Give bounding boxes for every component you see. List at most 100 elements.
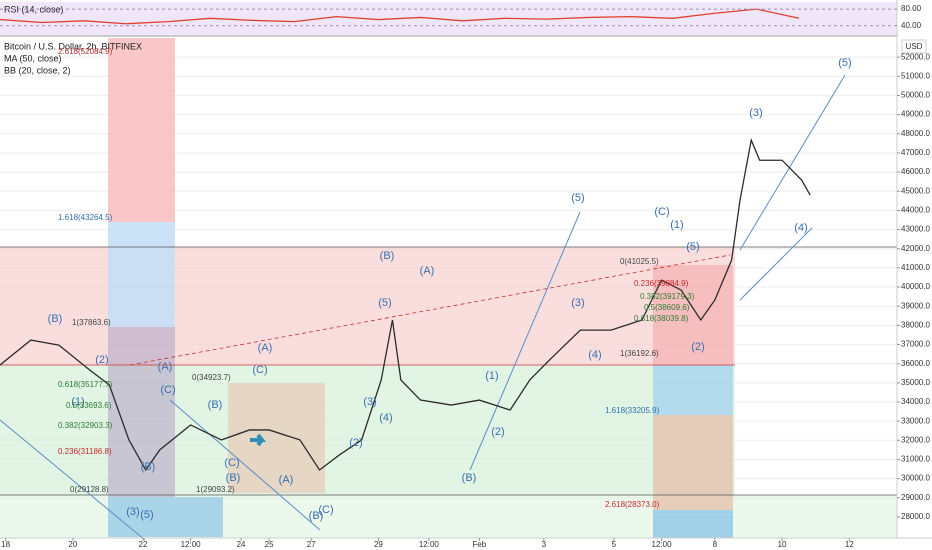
x-tick-label: 12:00 xyxy=(652,540,673,549)
wave-label: (B) xyxy=(309,510,324,522)
wave-label: (A) xyxy=(258,342,273,354)
wave-label: (2) xyxy=(95,354,108,366)
fib-label: 1(29093.2) xyxy=(196,485,235,494)
trend-line xyxy=(129,254,731,366)
fib-label: 2.618(52084.9) xyxy=(58,47,113,56)
fib-label: 1(36192.6) xyxy=(620,349,659,358)
wave-label: (5) xyxy=(838,57,851,69)
fib-label: 2.618(28373.0) xyxy=(605,500,660,509)
y-tick-label: 41000.0 xyxy=(901,263,930,272)
wave-label: (A) xyxy=(158,361,173,373)
x-tick-label: Feb xyxy=(472,540,486,549)
wave-label: (3) xyxy=(363,396,376,408)
wave-label: (5) xyxy=(378,297,391,309)
fib-label: 0(29128.8) xyxy=(70,485,109,494)
y-tick-label: 35000.0 xyxy=(901,378,930,387)
y-tick-label: 32000.0 xyxy=(901,435,930,444)
wave-label: (3) xyxy=(126,506,139,518)
y-tick-label: 30000.0 xyxy=(901,474,930,483)
wave-label: (C) xyxy=(252,364,267,376)
y-tick-label: 42000.0 xyxy=(901,244,930,253)
wave-label: (B) xyxy=(48,313,63,325)
currency: USD xyxy=(906,42,923,51)
fib-label: 0(41025.5) xyxy=(620,257,659,266)
rsi-band xyxy=(0,2,897,35)
fib-zone xyxy=(653,415,733,510)
x-tick-label: 20 xyxy=(68,540,77,549)
rsi-legend: RSI (14, close) xyxy=(4,4,64,14)
fib-zone xyxy=(653,365,733,415)
wave-label: (4) xyxy=(794,222,807,234)
wave-label: (4) xyxy=(588,349,601,361)
x-tick-label: 12 xyxy=(845,540,854,549)
x-tick-label: 25 xyxy=(265,540,274,549)
y-tick-label: 38000.0 xyxy=(901,320,930,329)
fib-label: 1.618(33205.9) xyxy=(605,406,660,415)
y-tick-label: 49000.0 xyxy=(901,110,930,119)
wave-label: (1) xyxy=(670,219,683,231)
y-tick-label: 31000.0 xyxy=(901,455,930,464)
wave-label: (B) xyxy=(208,399,223,411)
x-tick-label: 22 xyxy=(139,540,148,549)
x-tick-label: 12:00 xyxy=(181,540,202,549)
x-tick-label: 27 xyxy=(307,540,316,549)
fib-label: 0(34923.7) xyxy=(192,373,231,382)
wave-label: (B) xyxy=(380,250,395,262)
fib-zone xyxy=(653,265,733,365)
y-tick-label: 47000.0 xyxy=(901,148,930,157)
wave-label: (5) xyxy=(686,241,699,253)
y-tick-label: 52000.0 xyxy=(901,52,930,61)
arrow-icon xyxy=(250,433,267,447)
fib-label: 0.618(38039.8) xyxy=(634,314,689,323)
wave-label: (A) xyxy=(420,265,435,277)
y-tick-label: 44000.0 xyxy=(901,206,930,215)
price-axis xyxy=(897,0,932,550)
y-tick-label: 36000.0 xyxy=(901,359,930,368)
fib-zone xyxy=(108,497,223,537)
rsi-tick-label: 40.00 xyxy=(901,21,922,30)
y-tick-label: 43000.0 xyxy=(901,225,930,234)
fib-label: 0.382(39179.3) xyxy=(640,292,695,301)
wave-label: (A) xyxy=(279,474,294,486)
wave-label: (2) xyxy=(349,437,362,449)
fib-zone xyxy=(653,510,733,538)
fib-zone xyxy=(108,222,175,327)
wave-label: (4) xyxy=(379,412,392,424)
wave-label: (C) xyxy=(224,457,239,469)
y-tick-label: 50000.0 xyxy=(901,91,930,100)
wave-line xyxy=(739,227,813,301)
fib-zone xyxy=(108,38,175,222)
y-tick-label: 48000.0 xyxy=(901,129,930,138)
wave-line xyxy=(739,74,846,251)
y-tick-label: 37000.0 xyxy=(901,340,930,349)
currency-box xyxy=(901,39,927,54)
fib-zone xyxy=(228,383,325,493)
wave-label: (3) xyxy=(749,107,762,119)
x-tick-label: 18 xyxy=(1,540,10,549)
wave-label: (2) xyxy=(491,426,504,438)
wave-label: (1) xyxy=(71,396,84,408)
fib-label: 0.236(31186.8) xyxy=(58,447,112,456)
price-line xyxy=(0,137,811,472)
y-tick-label: 45000.0 xyxy=(901,186,930,195)
y-tick-label: 46000.0 xyxy=(901,167,930,176)
wave-line xyxy=(169,399,321,531)
fib-label: 0.5(38609.6) xyxy=(644,303,690,312)
y-tick-label: 51000.0 xyxy=(901,71,930,80)
wave-label: (2) xyxy=(691,341,704,353)
x-tick-label: 8 xyxy=(713,540,718,549)
x-tick-label: 3 xyxy=(542,540,547,549)
fib-label: 1.618(43264.5) xyxy=(58,213,113,222)
wave-label: (1) xyxy=(485,370,498,382)
x-tick-label: 24 xyxy=(237,540,246,549)
fib-label: 0.5(33693.6) xyxy=(66,401,112,410)
fib-label: 0.618(35177.7) xyxy=(58,380,113,389)
wave-label: (3) xyxy=(571,297,584,309)
rsi-tick-label: 80.00 xyxy=(901,4,922,13)
y-tick-label: 33000.0 xyxy=(901,416,930,425)
fib-label: 0.382(32903.3) xyxy=(58,421,113,430)
x-tick-label: 10 xyxy=(778,540,787,549)
bb-legend: BB (20, close, 2) xyxy=(4,65,71,75)
x-tick-label: 29 xyxy=(374,540,383,549)
